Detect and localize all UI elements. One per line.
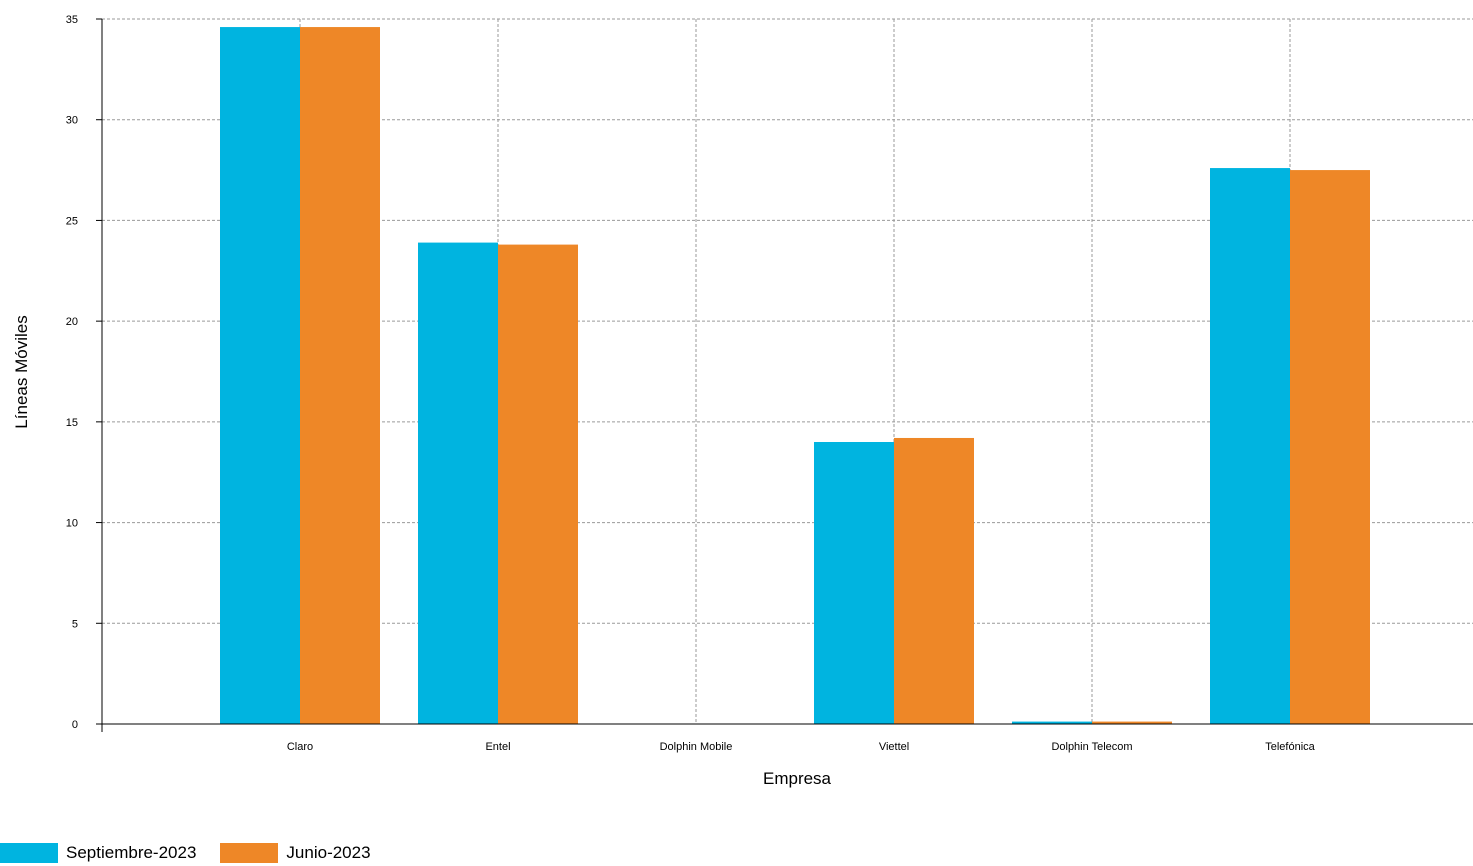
y-tick-label: 10 [66, 518, 78, 530]
x-tick-label: Entel [485, 741, 510, 753]
y-tick-label: 20 [66, 316, 78, 328]
y-tick-label: 35 [66, 14, 78, 26]
legend-label: Septiembre-2023 [66, 843, 197, 862]
legend-item: Septiembre-2023 [0, 843, 196, 863]
axes: 0 5 10 15 20 25 30 35 Claro Entel Dolphin Mobile Vi… [66, 14, 1473, 753]
x-tick-label: Telefónica [1265, 741, 1315, 753]
x-tick-label: Claro [287, 741, 313, 753]
bar-septiembre-2023-dolphin-telecom [1012, 721, 1092, 724]
x-tick-label: Dolphin Telecom [1051, 741, 1132, 753]
bar-junio-2023-dolphin-telecom [1092, 721, 1172, 724]
y-tick-label: 0 [72, 719, 78, 731]
bar-septiembre-2023-entel [418, 242, 498, 725]
y-tick-label: 5 [72, 618, 78, 630]
bar-junio-2023-telef-nica [1290, 170, 1370, 725]
legend-label: Junio-2023 [286, 843, 371, 862]
legend-swatch [0, 843, 58, 863]
bars [220, 27, 1370, 725]
bar-junio-2023-entel [498, 244, 578, 724]
x-tick-label: Viettel [879, 741, 909, 753]
bar-chart: 0 5 10 15 20 25 30 35 Claro Entel Dolphin Mobile Vi… [12, 14, 1473, 788]
y-axis-title: Líneas Móviles [12, 315, 31, 428]
x-axis-title: Empresa [763, 769, 832, 788]
bar-septiembre-2023-viettel [814, 442, 894, 724]
bar-junio-2023-claro [300, 27, 380, 725]
x-tick-label: Dolphin Mobile [660, 741, 733, 753]
legend-item: Junio-2023 [220, 843, 371, 863]
y-tick-label: 25 [66, 215, 78, 227]
bar-septiembre-2023-telef-nica [1210, 168, 1290, 725]
bar-junio-2023-viettel [894, 437, 974, 724]
legend-swatch [220, 843, 279, 863]
y-tick-label: 30 [66, 115, 78, 127]
legend: Septiembre-2023 Junio-2023 [0, 840, 395, 866]
y-tick-label: 15 [66, 417, 78, 429]
bar-septiembre-2023-claro [220, 27, 300, 725]
